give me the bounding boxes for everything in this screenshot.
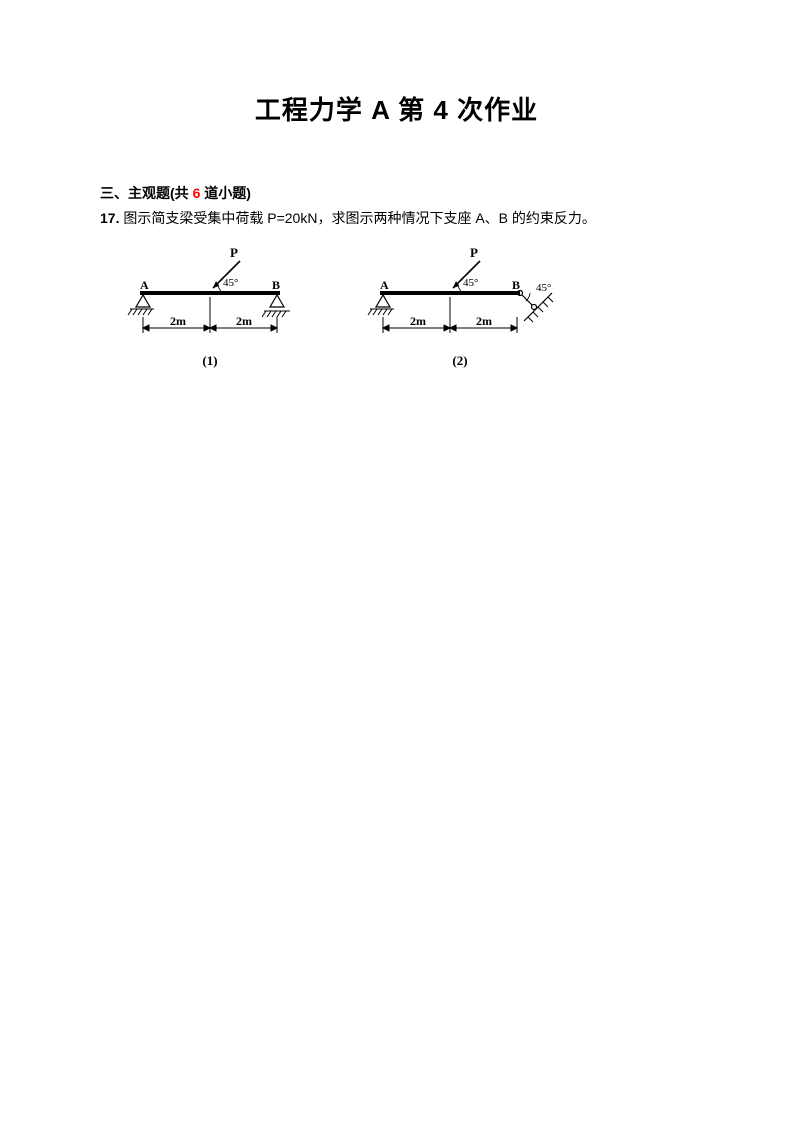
question-num: 17.: [100, 210, 119, 226]
figure-2-label: (2): [350, 353, 570, 369]
question-17: 17. 图示简支梁受集中荷载 P=20kN，求图示两种情况下支座 A、B 的约束…: [100, 207, 693, 229]
support-A-pin: [376, 295, 390, 307]
hatch-A: [368, 309, 394, 315]
figure-1: A B: [110, 241, 310, 369]
hatch-A: [128, 309, 154, 315]
figures-row: A B: [110, 241, 693, 369]
page-title: 工程力学 A 第 4 次作业: [100, 90, 693, 127]
dim-right: 2m: [236, 314, 252, 328]
label-P: P: [470, 245, 478, 260]
section-suffix: 道小题): [200, 185, 251, 201]
beam: [140, 291, 280, 295]
figure-1-label: (1): [110, 353, 310, 369]
label-45: 45°: [223, 277, 238, 289]
label-45-support: 45°: [536, 282, 551, 294]
dimensions: [143, 297, 277, 333]
dim-left: 2m: [170, 314, 186, 328]
beam: [380, 291, 520, 295]
label-P: P: [230, 245, 238, 260]
dim-left: 2m: [410, 314, 426, 328]
hatch-B: [262, 311, 290, 317]
label-B: B: [272, 278, 280, 292]
dim-right: 2m: [476, 314, 492, 328]
load-P: P 45°: [453, 245, 480, 291]
support-B-roller: [270, 295, 284, 307]
load-P: P 45°: [213, 245, 240, 291]
figure-2: A B: [350, 241, 570, 369]
dimensions: [383, 297, 517, 333]
label-A: A: [140, 278, 149, 292]
label-A: A: [380, 278, 389, 292]
section-prefix: 三、主观题(共: [100, 185, 193, 201]
section-header: 三、主观题(共 6 道小题): [100, 183, 693, 203]
label-45: 45°: [463, 277, 478, 289]
question-text: 图示简支梁受集中荷载 P=20kN，求图示两种情况下支座 A、B 的约束反力。: [119, 210, 595, 226]
support-A-pin: [136, 295, 150, 307]
label-B: B: [512, 278, 520, 292]
support-B-inclined: 45°: [518, 282, 554, 322]
angle-arc: [218, 284, 221, 291]
